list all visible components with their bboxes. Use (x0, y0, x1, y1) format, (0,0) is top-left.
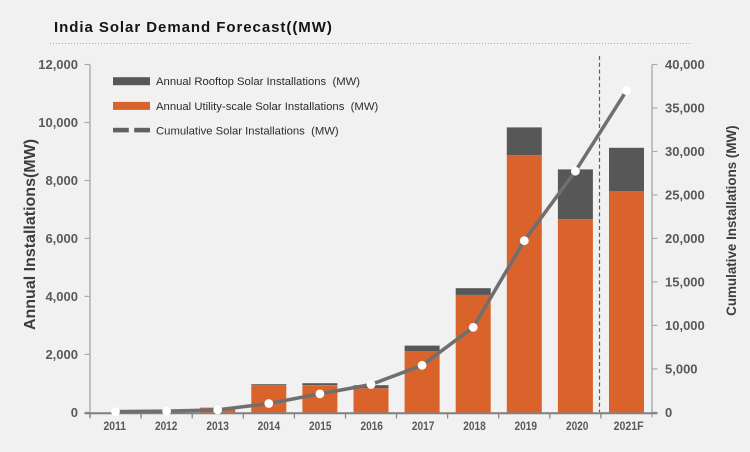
svg-text:35,000: 35,000 (665, 101, 705, 116)
svg-text:2017: 2017 (412, 419, 435, 433)
svg-text:2019: 2019 (515, 419, 538, 433)
svg-text:2016: 2016 (360, 419, 383, 433)
svg-text:2012: 2012 (155, 419, 178, 433)
svg-text:30,000: 30,000 (665, 144, 705, 159)
svg-text:2015: 2015 (309, 419, 332, 433)
svg-text:2014: 2014 (258, 419, 281, 433)
svg-text:Annual Utility-scale Solar Ins: Annual Utility-scale Solar Installations… (156, 101, 378, 113)
svg-text:8,000: 8,000 (45, 173, 78, 188)
svg-text:40,000: 40,000 (665, 57, 705, 72)
svg-text:20,000: 20,000 (665, 231, 705, 246)
svg-text:6,000: 6,000 (45, 231, 78, 246)
svg-text:25,000: 25,000 (665, 187, 705, 202)
svg-text:10,000: 10,000 (665, 318, 705, 333)
svg-text:Cumulative Solar Installations: Cumulative Solar Installations (MW) (156, 126, 339, 138)
svg-text:12,000: 12,000 (38, 57, 78, 72)
svg-text:0: 0 (71, 405, 78, 420)
svg-text:Cumulative Installations (MW): Cumulative Installations (MW) (724, 125, 739, 315)
svg-text:Annual Installations(MW): Annual Installations(MW) (22, 139, 39, 330)
svg-text:4,000: 4,000 (45, 289, 78, 304)
svg-text:10,000: 10,000 (38, 115, 78, 130)
svg-text:2013: 2013 (206, 419, 229, 433)
svg-text:2018: 2018 (463, 419, 486, 433)
svg-text:2,000: 2,000 (45, 347, 78, 362)
svg-text:2021F: 2021F (614, 419, 644, 433)
svg-text:5,000: 5,000 (665, 361, 698, 376)
svg-text:Annual Rooftop Solar Installat: Annual Rooftop Solar Installations (MW) (156, 76, 360, 88)
svg-text:2011: 2011 (104, 419, 127, 433)
svg-text:0: 0 (665, 405, 672, 420)
svg-text:15,000: 15,000 (665, 274, 705, 289)
svg-text:2020: 2020 (566, 419, 589, 433)
